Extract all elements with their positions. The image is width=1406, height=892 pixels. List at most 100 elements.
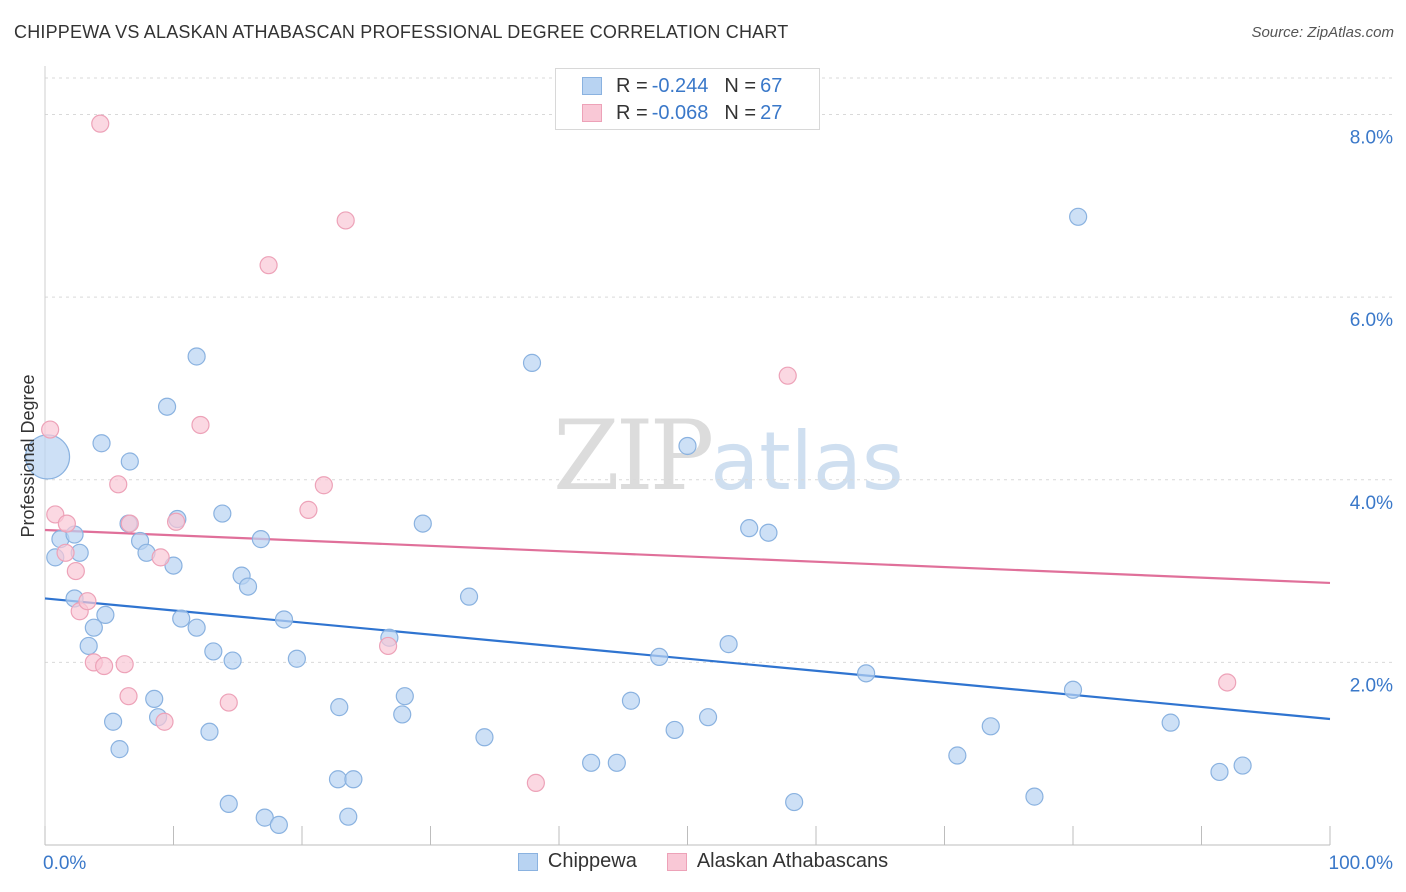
stats-legend: R = -0.244 N = 67 R = -0.068 N = 27 bbox=[555, 68, 820, 130]
chippewa-point bbox=[719, 635, 738, 654]
chippewa-point bbox=[164, 556, 183, 575]
chippewa-point bbox=[1161, 713, 1180, 732]
athabascan-point bbox=[78, 592, 97, 611]
chippewa-point bbox=[475, 728, 494, 747]
y-tick-label: 8.0% bbox=[1350, 128, 1393, 149]
athabascan-point bbox=[166, 512, 186, 531]
chippewa-point bbox=[582, 753, 601, 772]
athabascan-point bbox=[191, 415, 210, 435]
athabascan-point bbox=[314, 476, 333, 495]
chippewa-point bbox=[344, 770, 363, 789]
chippewa-point bbox=[120, 452, 139, 471]
chippewa-point bbox=[522, 353, 542, 372]
chippewa-point bbox=[287, 649, 306, 668]
n-label: N = bbox=[724, 101, 757, 124]
chippewa-point bbox=[157, 397, 177, 416]
chippewa-point bbox=[238, 577, 258, 596]
chippewa-point bbox=[607, 753, 626, 772]
chippewa-point bbox=[981, 717, 1000, 736]
athabascan-legend-swatch bbox=[666, 852, 687, 871]
chippewa-point bbox=[110, 740, 129, 759]
chippewa-point bbox=[395, 687, 414, 706]
athabascan-point bbox=[155, 712, 174, 731]
watermark: ZIPatlas bbox=[553, 400, 904, 512]
chippewa-point bbox=[698, 708, 718, 727]
chippewa-point bbox=[92, 434, 111, 453]
athabascan-point bbox=[109, 475, 128, 494]
source-credit: Source: ZipAtlas.com bbox=[1251, 24, 1394, 41]
athabascan-point bbox=[259, 256, 278, 275]
chippewa-point bbox=[459, 587, 479, 606]
r-value: -0.068 bbox=[651, 101, 709, 124]
chippewa-point bbox=[740, 519, 759, 538]
n-value: 27 bbox=[760, 101, 783, 124]
n-label: N = bbox=[724, 74, 757, 97]
legend-row-chippewa: R = -0.244 N = 67 bbox=[582, 73, 786, 99]
chippewa-point bbox=[96, 605, 115, 625]
chippewa-point bbox=[1063, 680, 1083, 699]
athabascan-point bbox=[299, 500, 318, 519]
chippewa-point bbox=[172, 609, 191, 628]
trend-lines bbox=[44, 528, 1331, 721]
athabascan-point bbox=[336, 211, 355, 230]
x-tick-label: 100.0% bbox=[1329, 853, 1394, 874]
legend-label-chippewa: Chippewa bbox=[547, 850, 637, 872]
athabascan-point bbox=[119, 687, 138, 706]
chippewa-point bbox=[1210, 762, 1229, 782]
chippewa-point bbox=[650, 647, 669, 667]
chippewa-point bbox=[274, 610, 294, 629]
chippewa-point bbox=[759, 523, 778, 542]
legend-label-athabascan: Alaskan Athabascans bbox=[696, 850, 889, 872]
chippewa-point bbox=[204, 642, 223, 661]
athabascan-point bbox=[115, 655, 134, 674]
chippewa-point bbox=[330, 698, 349, 717]
chippewa-point bbox=[104, 712, 123, 731]
r-label: R = bbox=[616, 74, 648, 97]
chippewa-point bbox=[213, 504, 232, 523]
chippewa-point bbox=[1233, 756, 1252, 775]
athabascan-point bbox=[41, 420, 60, 439]
chippewa-point bbox=[145, 689, 164, 709]
chippewa-point bbox=[339, 807, 358, 826]
chippewa-point bbox=[219, 794, 238, 814]
chippewa-point bbox=[785, 792, 804, 812]
axis-labels: 2.0% 4.0% 6.0% 8.0% 0.0% 100.0% Professional D… bbox=[18, 128, 1393, 874]
chippewa-point bbox=[187, 618, 206, 637]
y-tick-label: 4.0% bbox=[1350, 493, 1393, 514]
chippewa-point bbox=[251, 530, 270, 549]
series-legend: Chippewa Alaskan Athabascans bbox=[0, 850, 1406, 873]
legend-row-athabascan: R = -0.068 N = 27 bbox=[582, 100, 786, 126]
chippewa-point bbox=[1069, 207, 1088, 226]
chippewa-point bbox=[255, 808, 274, 827]
chippewa-point bbox=[621, 691, 641, 710]
chippewa-legend-swatch bbox=[517, 852, 538, 871]
athabascan-point bbox=[1218, 673, 1237, 692]
y-tick-label: 2.0% bbox=[1350, 675, 1393, 696]
athabascan-swatch bbox=[582, 104, 602, 122]
athabascan-point bbox=[57, 514, 76, 533]
x-tick-label: 0.0% bbox=[43, 853, 86, 874]
chippewa-swatch bbox=[582, 77, 602, 95]
r-value: -0.244 bbox=[651, 74, 709, 97]
chippewa-point bbox=[200, 722, 219, 741]
chippewa-trend-line bbox=[44, 597, 1331, 721]
y-axis-title: Professional Degree bbox=[18, 374, 38, 537]
legend-item-athabascan[interactable]: Alaskan Athabascans bbox=[666, 850, 889, 873]
r-label: R = bbox=[616, 101, 648, 124]
y-tick-label: 6.0% bbox=[1350, 310, 1393, 331]
chippewa-point bbox=[948, 746, 967, 765]
athabascan-point bbox=[219, 693, 238, 712]
chart-title: CHIPPEWA VS ALASKAN ATHABASCAN PROFESSIO… bbox=[14, 22, 789, 42]
n-value: 67 bbox=[760, 74, 783, 97]
legend-item-chippewa[interactable]: Chippewa bbox=[517, 850, 637, 873]
athabascan-point bbox=[378, 636, 398, 656]
watermark-zip: ZIP bbox=[553, 400, 714, 512]
chippewa-point bbox=[328, 770, 348, 789]
athabascan-point bbox=[120, 514, 139, 533]
chippewa-point bbox=[269, 815, 288, 835]
athabascan-point bbox=[66, 561, 85, 581]
chippewa-point bbox=[857, 664, 876, 683]
chippewa-point bbox=[84, 618, 103, 637]
athabascan-point bbox=[526, 773, 545, 793]
chippewa-point bbox=[1025, 787, 1044, 806]
